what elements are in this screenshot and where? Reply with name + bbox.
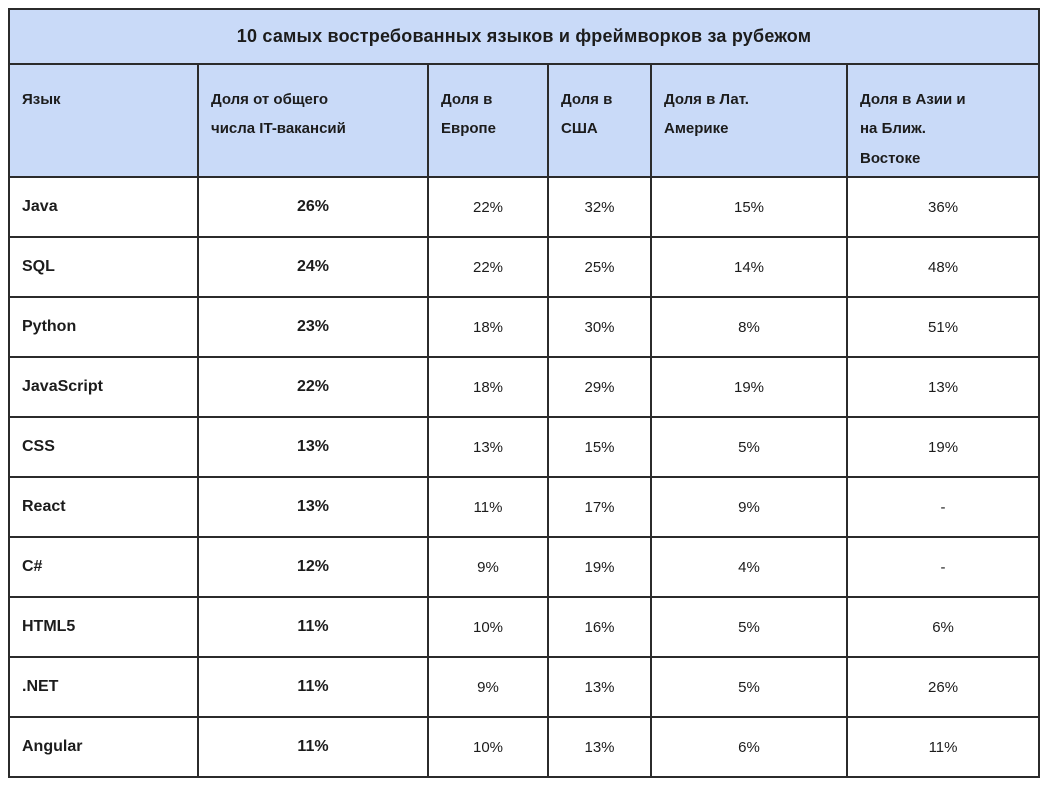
share-europe-cell: 22% [427, 236, 549, 298]
share-total-cell: 11% [197, 716, 429, 778]
col-header-latam: Доля в Лат. Америке [650, 63, 848, 178]
languages-demand-table: 10 самых востребованных языков и фреймво… [7, 8, 1041, 778]
share-asia-cell: 48% [845, 236, 1041, 298]
share-usa-cell: 19% [547, 536, 652, 598]
share-total-cell: 23% [197, 296, 429, 358]
share-asia-cell: 6% [845, 596, 1041, 658]
share-latam-cell: 5% [650, 596, 848, 658]
share-asia-cell: - [845, 536, 1041, 598]
share-asia-cell: 19% [845, 416, 1041, 478]
share-europe-cell: 11% [427, 476, 549, 538]
share-latam-cell: 4% [650, 536, 848, 598]
share-usa-cell: 25% [547, 236, 652, 298]
header-row: Язык Доля от общего числа IT-вакансий До… [8, 63, 1041, 178]
share-asia-cell: 36% [845, 176, 1041, 238]
share-total-cell: 11% [197, 656, 429, 718]
share-latam-cell: 5% [650, 656, 848, 718]
share-usa-cell: 32% [547, 176, 652, 238]
table-row: HTML5 11% 10% 16% 5% 6% [8, 596, 1041, 658]
col-header-europe: Доля в Европе [427, 63, 549, 178]
share-latam-cell: 6% [650, 716, 848, 778]
language-cell: React [8, 476, 199, 538]
share-europe-cell: 9% [427, 536, 549, 598]
table-row: React 13% 11% 17% 9% - [8, 476, 1041, 538]
share-total-cell: 22% [197, 356, 429, 418]
share-europe-cell: 10% [427, 716, 549, 778]
share-total-cell: 13% [197, 476, 429, 538]
share-usa-cell: 29% [547, 356, 652, 418]
col-header-usa: Доля в США [547, 63, 652, 178]
table-title: 10 самых востребованных языков и фреймво… [7, 8, 1041, 65]
share-europe-cell: 9% [427, 656, 549, 718]
share-latam-cell: 19% [650, 356, 848, 418]
share-asia-cell: 26% [845, 656, 1041, 718]
language-cell: JavaScript [8, 356, 199, 418]
share-total-cell: 24% [197, 236, 429, 298]
title-row: 10 самых востребованных языков и фреймво… [7, 8, 1041, 65]
language-cell: HTML5 [8, 596, 199, 658]
share-total-cell: 26% [197, 176, 429, 238]
language-cell: .NET [8, 656, 199, 718]
share-usa-cell: 15% [547, 416, 652, 478]
share-usa-cell: 16% [547, 596, 652, 658]
share-latam-cell: 14% [650, 236, 848, 298]
language-cell: C# [8, 536, 199, 598]
col-header-total: Доля от общего числа IT-вакансий [197, 63, 429, 178]
language-cell: CSS [8, 416, 199, 478]
share-total-cell: 13% [197, 416, 429, 478]
share-total-cell: 12% [197, 536, 429, 598]
table-row: .NET 11% 9% 13% 5% 26% [8, 656, 1041, 718]
share-latam-cell: 8% [650, 296, 848, 358]
share-europe-cell: 18% [427, 296, 549, 358]
table-row: CSS 13% 13% 15% 5% 19% [8, 416, 1041, 478]
share-europe-cell: 13% [427, 416, 549, 478]
col-header-asia: Доля в Азии и на Ближ. Востоке [845, 63, 1041, 178]
language-cell: Angular [8, 716, 199, 778]
col-header-language: Язык [8, 63, 199, 178]
language-cell: SQL [8, 236, 199, 298]
table-row: Angular 11% 10% 13% 6% 11% [8, 716, 1041, 778]
language-cell: Python [8, 296, 199, 358]
share-latam-cell: 15% [650, 176, 848, 238]
share-usa-cell: 17% [547, 476, 652, 538]
share-latam-cell: 5% [650, 416, 848, 478]
table-row: Python 23% 18% 30% 8% 51% [8, 296, 1041, 358]
share-asia-cell: 11% [845, 716, 1041, 778]
share-total-cell: 11% [197, 596, 429, 658]
share-asia-cell: 13% [845, 356, 1041, 418]
share-asia-cell: - [845, 476, 1041, 538]
table-row: SQL 24% 22% 25% 14% 48% [8, 236, 1041, 298]
share-usa-cell: 30% [547, 296, 652, 358]
table-row: C# 12% 9% 19% 4% - [8, 536, 1041, 598]
language-cell: Java [8, 176, 199, 238]
share-usa-cell: 13% [547, 656, 652, 718]
share-europe-cell: 22% [427, 176, 549, 238]
table-row: Java 26% 22% 32% 15% 36% [8, 176, 1041, 238]
table-row: JavaScript 22% 18% 29% 19% 13% [8, 356, 1041, 418]
share-asia-cell: 51% [845, 296, 1041, 358]
share-europe-cell: 18% [427, 356, 549, 418]
share-latam-cell: 9% [650, 476, 848, 538]
share-usa-cell: 13% [547, 716, 652, 778]
share-europe-cell: 10% [427, 596, 549, 658]
